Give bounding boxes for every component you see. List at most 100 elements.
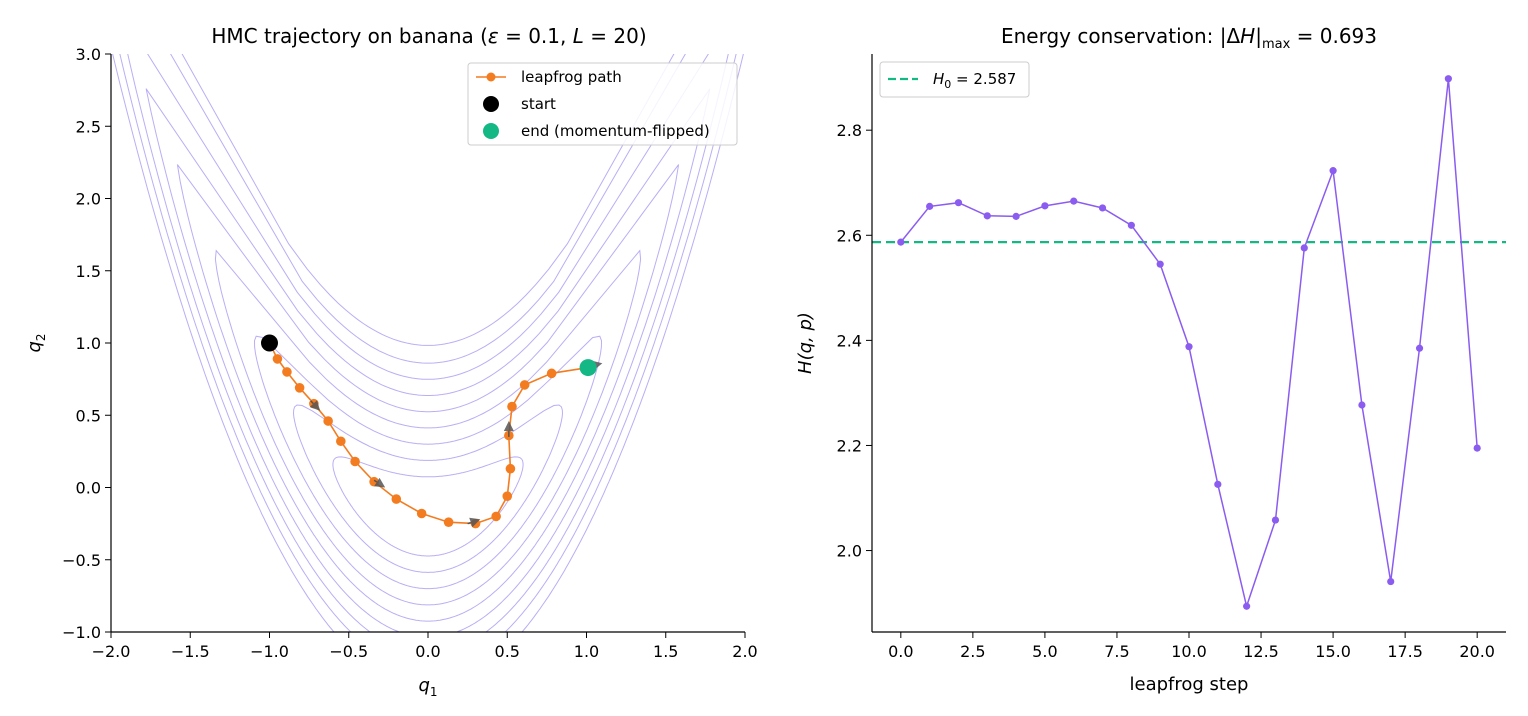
contour-level-5: [145, 88, 711, 632]
trajectory-legend-box: [467, 62, 738, 146]
x-tick-label: −1.0: [250, 642, 289, 661]
energy-series: [897, 75, 1481, 610]
y-tick-label: 1.0: [76, 334, 101, 353]
leapfrog-point: [519, 380, 530, 390]
y-tick-label: −1.0: [62, 623, 101, 642]
y-tick-label: 2.5: [76, 117, 101, 136]
energy-point: [983, 212, 991, 220]
y-tick-label: 2.0: [837, 542, 862, 561]
y-tick-label: 2.8: [837, 121, 862, 140]
x-tick-label: 0.0: [415, 642, 440, 661]
x-tick-label: 10.0: [1171, 642, 1207, 661]
contour-level-4: [176, 164, 680, 622]
momentum-arrow-head: [503, 421, 514, 432]
contour-level-1: [292, 404, 564, 573]
x-tick-label: 1.0: [574, 642, 599, 661]
x-tick-label: 2.0: [732, 642, 757, 661]
y-tick-label: 0.5: [76, 406, 101, 425]
contour-level-7: [119, 54, 737, 632]
leapfrog-point: [323, 416, 333, 426]
energy-point: [1185, 343, 1193, 351]
trajectory-legend: leapfrog path start end (momentum-flippe…: [467, 62, 738, 146]
momentum-arrow-head: [309, 400, 321, 411]
momentum-arrow-shaft: [373, 479, 378, 483]
y-tick-label: −0.5: [62, 551, 101, 570]
energy-point: [1473, 444, 1481, 452]
x-tick-label: 0.5: [495, 642, 520, 661]
trajectory-title: HMC trajectory on banana (ε = 0.1, L = 2…: [211, 24, 646, 48]
leapfrog-point: [505, 463, 516, 474]
leapfrog-point: [282, 367, 292, 377]
energy-title: Energy conservation: |ΔH|max = 0.693: [1001, 24, 1377, 52]
x-tick-label: 2.5: [960, 642, 985, 661]
x-tick-label: −1.5: [171, 642, 210, 661]
energy-point: [1387, 577, 1395, 586]
x-tick-label: −0.5: [329, 642, 368, 661]
leapfrog-path: [264, 338, 593, 529]
energy-point: [1156, 260, 1164, 268]
leapfrog-point: [350, 456, 360, 467]
energy-point: [954, 199, 963, 207]
x-tick-label: 0.0: [888, 642, 913, 661]
contour-level-6: [127, 54, 729, 632]
energy-point: [1041, 202, 1049, 210]
leapfrog-point: [546, 368, 557, 379]
energy-legend: H0 = 2.587: [879, 61, 1030, 98]
energy-axes: 0.0 2.5 5.0 7.5 10.0 12.5 15.0 17.5 20.0 2.0 2.2 2.…: [837, 54, 1506, 661]
y-tick-label: 2.4: [837, 331, 862, 350]
energy-point: [1127, 221, 1135, 229]
x-tick-label: 7.5: [1104, 642, 1129, 661]
momentum-arrows: [309, 360, 603, 528]
energy-panel: Energy conservation: |ΔH|max = 0.693 0.0…: [795, 24, 1506, 695]
end-marker: [579, 359, 597, 377]
trajectory-ylabel: q2: [24, 333, 48, 352]
energy-point: [926, 202, 934, 210]
energy-point: [897, 238, 905, 246]
leapfrog-point: [502, 491, 513, 501]
legend-start-marker: [483, 96, 499, 112]
x-tick-label: 5.0: [1032, 642, 1057, 661]
contour-level-3: [214, 249, 642, 606]
contour-level-0: [332, 456, 524, 557]
energy-ylabel: H(q, p): [795, 312, 816, 374]
banana-contours: [112, 54, 744, 632]
trajectory-markers: [261, 334, 597, 377]
energy-point: [1329, 167, 1337, 175]
trajectory-xlabel: q1: [418, 675, 437, 699]
leapfrog-point: [443, 517, 454, 527]
x-tick-label: −2.0: [92, 642, 131, 661]
x-tick-label: 12.5: [1243, 642, 1279, 661]
momentum-arrow-head: [469, 517, 481, 528]
leapfrog-point: [336, 436, 346, 447]
contour-level-8: [112, 54, 744, 632]
trajectory-axes: −2.0 −1.5 −1.0 −0.5 0.0 0.5 1.0 1.5 2.0 −1.0 −0.5 0…: [62, 45, 758, 661]
energy-point: [1070, 197, 1078, 205]
x-tick-label: 1.5: [653, 642, 678, 661]
energy-point: [1243, 602, 1251, 610]
legend-h0-label: H0 = 2.587: [933, 70, 1016, 91]
energy-point: [1415, 344, 1424, 352]
momentum-arrow-shaft: [310, 400, 314, 405]
leapfrog-point: [416, 508, 427, 519]
leapfrog-point: [272, 354, 283, 364]
leapfrog-point: [294, 382, 305, 393]
momentum-arrow-shaft: [467, 521, 472, 525]
energy-point: [1358, 401, 1366, 409]
energy-point: [1271, 516, 1280, 524]
y-tick-label: 2.6: [837, 226, 862, 245]
energy-point: [1098, 204, 1107, 212]
y-tick-label: 3.0: [76, 45, 101, 64]
energy-point: [1444, 75, 1452, 83]
energy-line: [900, 78, 1478, 610]
y-tick-label: 2.2: [837, 436, 862, 455]
leapfrog-point: [491, 511, 501, 522]
energy-point: [1012, 212, 1020, 220]
energy-point: [1300, 244, 1308, 252]
legend-end-label: end (momentum-flipped): [521, 122, 710, 140]
x-tick-label: 17.5: [1387, 642, 1423, 661]
energy-legend-box: [879, 61, 1030, 98]
leapfrog-point: [391, 494, 402, 504]
legend-path-label: leapfrog path: [521, 68, 622, 86]
y-tick-label: 2.0: [76, 190, 101, 209]
